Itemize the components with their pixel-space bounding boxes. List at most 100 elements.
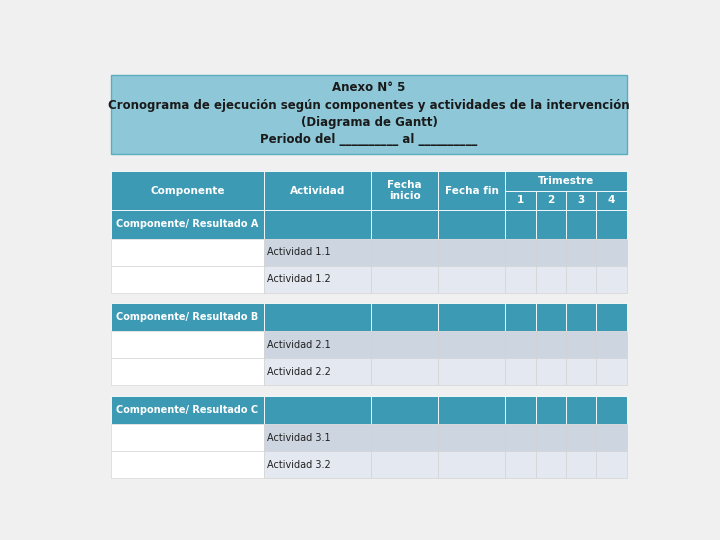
Text: (Diagrama de Gantt): (Diagrama de Gantt) (300, 116, 438, 129)
Bar (566, 396, 596, 424)
Text: Componente: Componente (150, 186, 225, 195)
Bar (264, 171, 371, 210)
Bar (438, 451, 505, 478)
Bar (505, 332, 536, 359)
Bar (111, 396, 264, 424)
Bar (438, 332, 505, 359)
Bar (505, 424, 536, 451)
Bar (111, 424, 264, 451)
Bar (111, 303, 264, 332)
Bar (111, 451, 264, 478)
Bar (264, 359, 371, 386)
Bar (371, 239, 438, 266)
Bar (111, 332, 264, 359)
Text: Anexo N° 5: Anexo N° 5 (333, 82, 405, 94)
Bar (264, 332, 371, 359)
Bar (505, 171, 627, 191)
Bar (111, 239, 264, 266)
Text: Fecha
inicio: Fecha inicio (387, 180, 422, 201)
Bar (536, 191, 566, 210)
Bar (111, 75, 627, 154)
Bar (371, 303, 438, 332)
Text: Periodo del __________ al __________: Periodo del __________ al __________ (261, 133, 477, 146)
Bar (566, 266, 596, 293)
Bar (505, 359, 536, 386)
Bar (596, 396, 627, 424)
Text: Actividad 2.1: Actividad 2.1 (267, 340, 331, 350)
Bar (536, 210, 566, 239)
Bar (371, 451, 438, 478)
Bar (566, 303, 596, 332)
Bar (505, 303, 536, 332)
Bar (596, 191, 627, 210)
Bar (371, 396, 438, 424)
Bar (264, 451, 371, 478)
Bar (371, 332, 438, 359)
Bar (264, 239, 371, 266)
Bar (264, 424, 371, 451)
Bar (438, 396, 505, 424)
Bar (371, 359, 438, 386)
Bar (111, 171, 264, 210)
Text: Actividad 2.2: Actividad 2.2 (267, 367, 331, 377)
Bar (505, 239, 536, 266)
Bar (505, 396, 536, 424)
Bar (438, 239, 505, 266)
Bar (596, 332, 627, 359)
Text: 1: 1 (517, 195, 524, 205)
Text: Actividad 3.1: Actividad 3.1 (267, 433, 330, 443)
Bar (264, 266, 371, 293)
Text: 2: 2 (547, 195, 554, 205)
Bar (111, 359, 264, 386)
Bar (438, 303, 505, 332)
Bar (536, 266, 566, 293)
Bar (596, 424, 627, 451)
Bar (596, 451, 627, 478)
Bar (536, 332, 566, 359)
Text: Fecha fin: Fecha fin (445, 186, 498, 195)
Bar (438, 171, 505, 210)
Bar (536, 239, 566, 266)
Bar (264, 210, 371, 239)
Bar (596, 210, 627, 239)
Text: Trimestre: Trimestre (538, 176, 594, 186)
Text: Actividad 1.2: Actividad 1.2 (267, 274, 331, 284)
Bar (505, 191, 536, 210)
Bar (505, 451, 536, 478)
Text: Cronograma de ejecución según componentes y actividades de la intervención: Cronograma de ejecución según componente… (108, 99, 630, 112)
Bar (566, 191, 596, 210)
Bar (596, 303, 627, 332)
Text: 3: 3 (577, 195, 585, 205)
Bar (371, 210, 438, 239)
Bar (505, 266, 536, 293)
Bar (566, 239, 596, 266)
Bar (596, 359, 627, 386)
Bar (371, 171, 438, 210)
Bar (536, 451, 566, 478)
Text: Actividad 1.1: Actividad 1.1 (267, 247, 330, 257)
Bar (505, 210, 536, 239)
Bar (111, 210, 264, 239)
Bar (536, 424, 566, 451)
Bar (264, 303, 371, 332)
Bar (371, 266, 438, 293)
Bar (596, 266, 627, 293)
Bar (438, 359, 505, 386)
Text: Componente/ Resultado B: Componente/ Resultado B (116, 312, 258, 322)
Text: Componente/ Resultado A: Componente/ Resultado A (116, 219, 258, 230)
Bar (566, 359, 596, 386)
Bar (438, 424, 505, 451)
Bar (566, 451, 596, 478)
Bar (536, 359, 566, 386)
Bar (438, 210, 505, 239)
Text: Actividad: Actividad (289, 186, 345, 195)
Bar (438, 266, 505, 293)
Bar (536, 396, 566, 424)
Text: Actividad 3.2: Actividad 3.2 (267, 460, 331, 470)
Text: 4: 4 (608, 195, 616, 205)
Bar (264, 396, 371, 424)
Bar (566, 210, 596, 239)
Bar (111, 266, 264, 293)
Bar (566, 424, 596, 451)
Bar (566, 332, 596, 359)
